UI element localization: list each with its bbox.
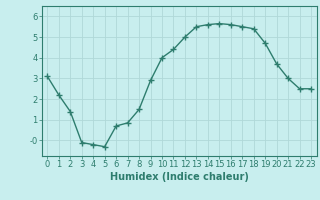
- X-axis label: Humidex (Indice chaleur): Humidex (Indice chaleur): [110, 172, 249, 182]
